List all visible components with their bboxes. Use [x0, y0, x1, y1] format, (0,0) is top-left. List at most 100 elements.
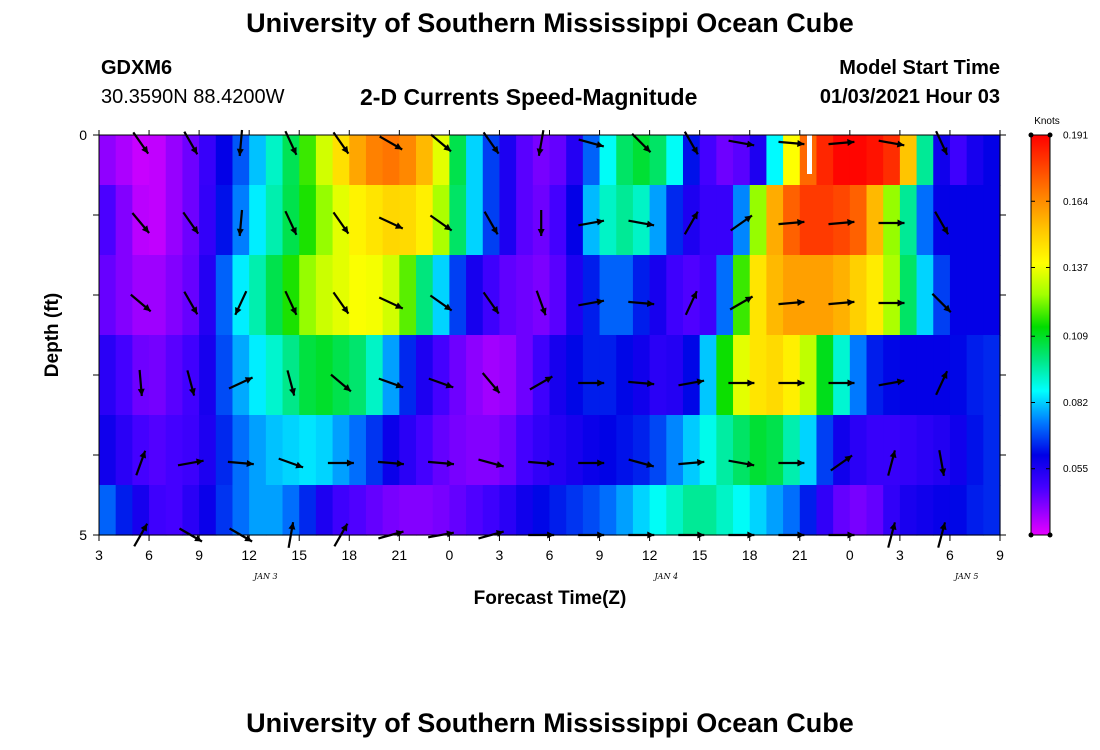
current-vector	[729, 295, 754, 311]
heatmap-cell	[866, 485, 884, 536]
current-vector	[135, 450, 147, 476]
heatmap-cell	[599, 185, 617, 256]
x-tick-label: 9	[996, 547, 1004, 563]
vector-arrowhead	[847, 138, 855, 146]
current-vector	[678, 378, 705, 387]
heatmap-cell	[783, 335, 801, 416]
current-vector	[578, 379, 605, 387]
current-vector	[332, 211, 350, 235]
vector-arrowhead	[141, 225, 150, 233]
heatmap-cell	[516, 185, 534, 256]
heatmap-cell	[482, 415, 501, 486]
heatmap-cell	[733, 335, 751, 416]
heatmap-cell	[549, 485, 567, 536]
heatmap-cell	[182, 255, 200, 336]
x-tick-label: 12	[241, 547, 257, 563]
vector-arrowhead	[797, 140, 805, 148]
footer-title: University of Southern Mississippi Ocean…	[246, 708, 854, 738]
vector-arrowhead	[847, 218, 855, 226]
x-tick-label: 9	[596, 547, 604, 563]
current-vector	[378, 377, 404, 389]
heatmap-cell	[332, 335, 350, 416]
heatmap-cell	[232, 335, 250, 416]
heatmap-cell	[933, 485, 951, 536]
vector-arrowhead	[690, 291, 698, 300]
heatmap-cell	[849, 255, 868, 336]
vector-arrowhead	[443, 144, 452, 152]
heatmap-cell	[599, 485, 617, 536]
heatmap-cell	[783, 135, 801, 186]
current-vector	[935, 370, 949, 396]
heatmap-cell	[282, 185, 300, 256]
heatmap-cell	[716, 255, 734, 336]
x-tick-label: 18	[742, 547, 758, 563]
heatmap-cell	[416, 485, 434, 536]
heatmap-cell	[582, 335, 601, 416]
heatmap-cell	[232, 135, 250, 186]
vector-arrowhead	[847, 298, 855, 306]
x-tick-label: 0	[445, 547, 453, 563]
heatmap-cell	[899, 485, 918, 536]
colorbar-tick-label: 0.109	[1063, 332, 1088, 343]
current-vector	[778, 218, 805, 226]
heatmap-cell	[883, 485, 901, 536]
heatmap-cell	[449, 135, 467, 186]
heatmap-cell	[416, 135, 434, 186]
heatmap-cell	[516, 415, 534, 486]
heatmap-cell	[282, 415, 300, 486]
heatmap-cell	[199, 335, 217, 416]
current-vector	[778, 379, 805, 387]
current-vector	[228, 376, 254, 390]
heatmap-cell	[716, 185, 734, 256]
vector-arrowhead	[940, 371, 948, 380]
heatmap-cell	[616, 135, 634, 186]
heatmap-cell	[215, 335, 234, 416]
heatmap-cell	[99, 415, 117, 486]
vector-arrowhead	[194, 534, 203, 542]
heatmap-cell	[99, 335, 117, 416]
heatmap-cell	[532, 335, 551, 416]
heatmap-cell	[99, 485, 117, 536]
heatmap-cell	[315, 185, 334, 256]
vector-arrowhead	[244, 534, 253, 542]
current-vector	[536, 130, 545, 156]
x-tick-label: 0	[846, 547, 854, 563]
heatmap-cell	[232, 485, 250, 536]
heatmap-cell	[315, 335, 334, 416]
heatmap-cell	[499, 415, 517, 486]
heatmap-cell	[566, 135, 584, 186]
heatmap-cell	[432, 185, 450, 256]
heatmap-cell	[149, 485, 167, 536]
heatmap-cell	[115, 185, 133, 256]
current-vector	[183, 291, 199, 315]
heatmap-cell	[265, 485, 284, 536]
vector-arrowhead	[797, 459, 805, 467]
heatmap-cell	[816, 485, 834, 536]
vector-arrowhead	[236, 148, 244, 156]
vector-arrowhead	[896, 378, 905, 386]
current-vector	[378, 216, 404, 230]
vector-arrowhead	[491, 305, 499, 314]
current-vector	[578, 138, 605, 148]
vector-arrowhead	[537, 229, 545, 236]
heatmap-cell	[349, 135, 367, 186]
vector-arrowhead	[290, 146, 297, 155]
heatmap-cell	[299, 335, 317, 416]
heatmap-cell	[983, 335, 1001, 416]
current-vector	[878, 219, 905, 227]
heatmap-cell	[833, 255, 851, 336]
vector-arrowhead	[443, 223, 452, 231]
heatmap-cell	[833, 335, 851, 416]
x-tick-label: 18	[341, 547, 357, 563]
vector-arrowhead	[889, 522, 897, 531]
heatmap-cell	[349, 185, 367, 256]
vector-arrowhead	[394, 142, 403, 150]
page-title: University of Southern Mississippi Ocean…	[246, 8, 854, 38]
heatmap-cell	[349, 255, 367, 336]
heatmap-cell	[432, 335, 450, 416]
x-tick-label: 15	[291, 547, 307, 563]
colorbar-tick-label: 0.137	[1063, 263, 1088, 274]
heatmap-cell	[899, 185, 918, 256]
current-vector	[828, 218, 855, 226]
vector-arrowhead	[943, 304, 951, 313]
